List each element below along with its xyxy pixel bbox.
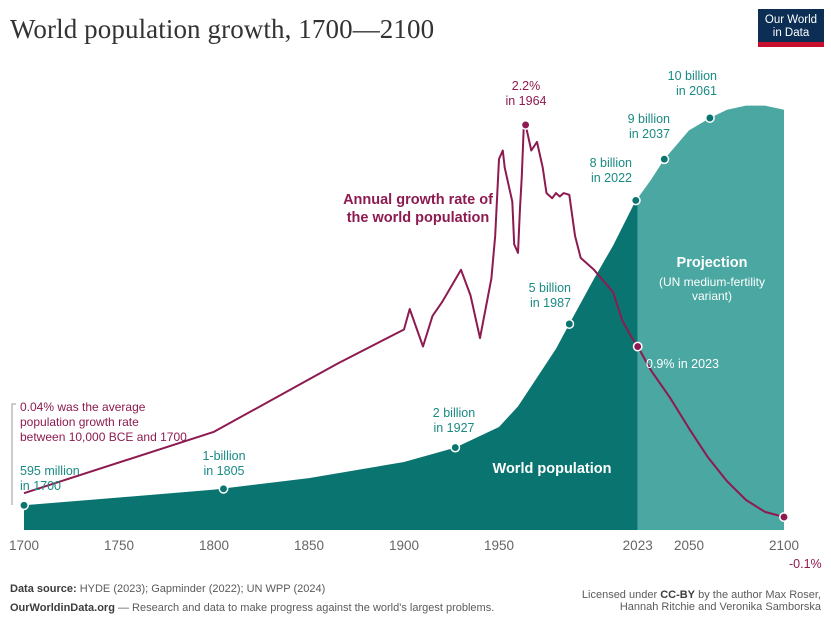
projection-label: Projection	[677, 255, 748, 271]
annotation-2100: -0.1%	[789, 557, 822, 571]
x-tick-label: 1850	[294, 538, 324, 553]
x-tick-label: 2100	[769, 538, 799, 553]
x-tick-label: 1900	[389, 538, 419, 553]
annotation-1987: 5 billion in 1987	[529, 281, 571, 310]
x-tick-label: 1950	[484, 538, 514, 553]
projection-area	[637, 105, 784, 530]
growth-series-label: Annual growth rate of the world populatio…	[343, 192, 493, 226]
footer-site: OurWorldinData.org — Research and data t…	[10, 602, 494, 614]
x-tick-label: 2050	[674, 538, 704, 553]
site-link[interactable]: OurWorldinData.org	[10, 602, 115, 614]
pop-point-2037	[659, 154, 670, 165]
population-area	[24, 198, 638, 531]
logo-line-1: Our World	[764, 14, 818, 26]
annotation-2061: 10 billion in 2061	[668, 69, 717, 98]
license-authors: Hannah Ritchie and Veronika Samborska	[619, 601, 821, 613]
pop-point-2022	[630, 195, 641, 206]
growth-point-1964	[520, 119, 531, 130]
license-post: by the author Max Roser,	[698, 589, 821, 601]
logo-accent-bar	[758, 42, 824, 47]
population-series-label: World population	[493, 461, 612, 477]
pop-point-1805	[218, 483, 229, 494]
growth-point-2023	[632, 341, 643, 352]
annotation-2022: 8 billion in 2022	[590, 156, 632, 185]
growth-point-2100	[779, 512, 789, 522]
license-pre: Licensed under	[581, 589, 658, 601]
footer-source: Data source: HYDE (2023); Gapminder (202…	[10, 583, 325, 595]
annotation-2037: 9 billion in 2037	[628, 112, 670, 141]
footer-license: Licensed under CC-BY by the author Max R…	[582, 589, 821, 613]
annotation-1700: 595 million in 1700	[20, 464, 80, 493]
pop-point-1927	[450, 442, 461, 453]
source-label: Data source:	[10, 583, 77, 595]
page-title: World population growth, 1700—2100	[10, 14, 435, 44]
annotation-2023: 0.9% in 2023	[646, 357, 719, 371]
source-text: HYDE (2023); Gapminder (2022); UN WPP (2…	[79, 583, 326, 595]
x-tick-label: 1750	[104, 538, 134, 553]
logo-line-2: in Data	[772, 27, 810, 39]
annotation-1964: 2.2% in 1964	[505, 79, 546, 108]
annotation-1805: 1-billion in 1805	[202, 449, 245, 478]
x-tick-label: 2023	[623, 538, 653, 553]
average-bracket	[11, 403, 16, 505]
projection-sublabel: (UN medium-fertility variant)	[659, 275, 765, 303]
pop-point-1987	[564, 319, 575, 329]
annotation-1927: 2 billion in 1927	[433, 406, 475, 435]
pop-point-1700	[19, 500, 29, 511]
x-tick-label: 1700	[9, 538, 39, 553]
site-text: — Research and data to make progress aga…	[117, 602, 495, 614]
annotation-average-growth: 0.04% was the average population growth r…	[20, 400, 187, 444]
owid-logo[interactable]: Our World in Data	[758, 9, 824, 47]
pop-point-2061	[704, 113, 715, 123]
x-tick-label: 1800	[199, 538, 229, 553]
license-link[interactable]: CC-BY	[660, 589, 696, 601]
